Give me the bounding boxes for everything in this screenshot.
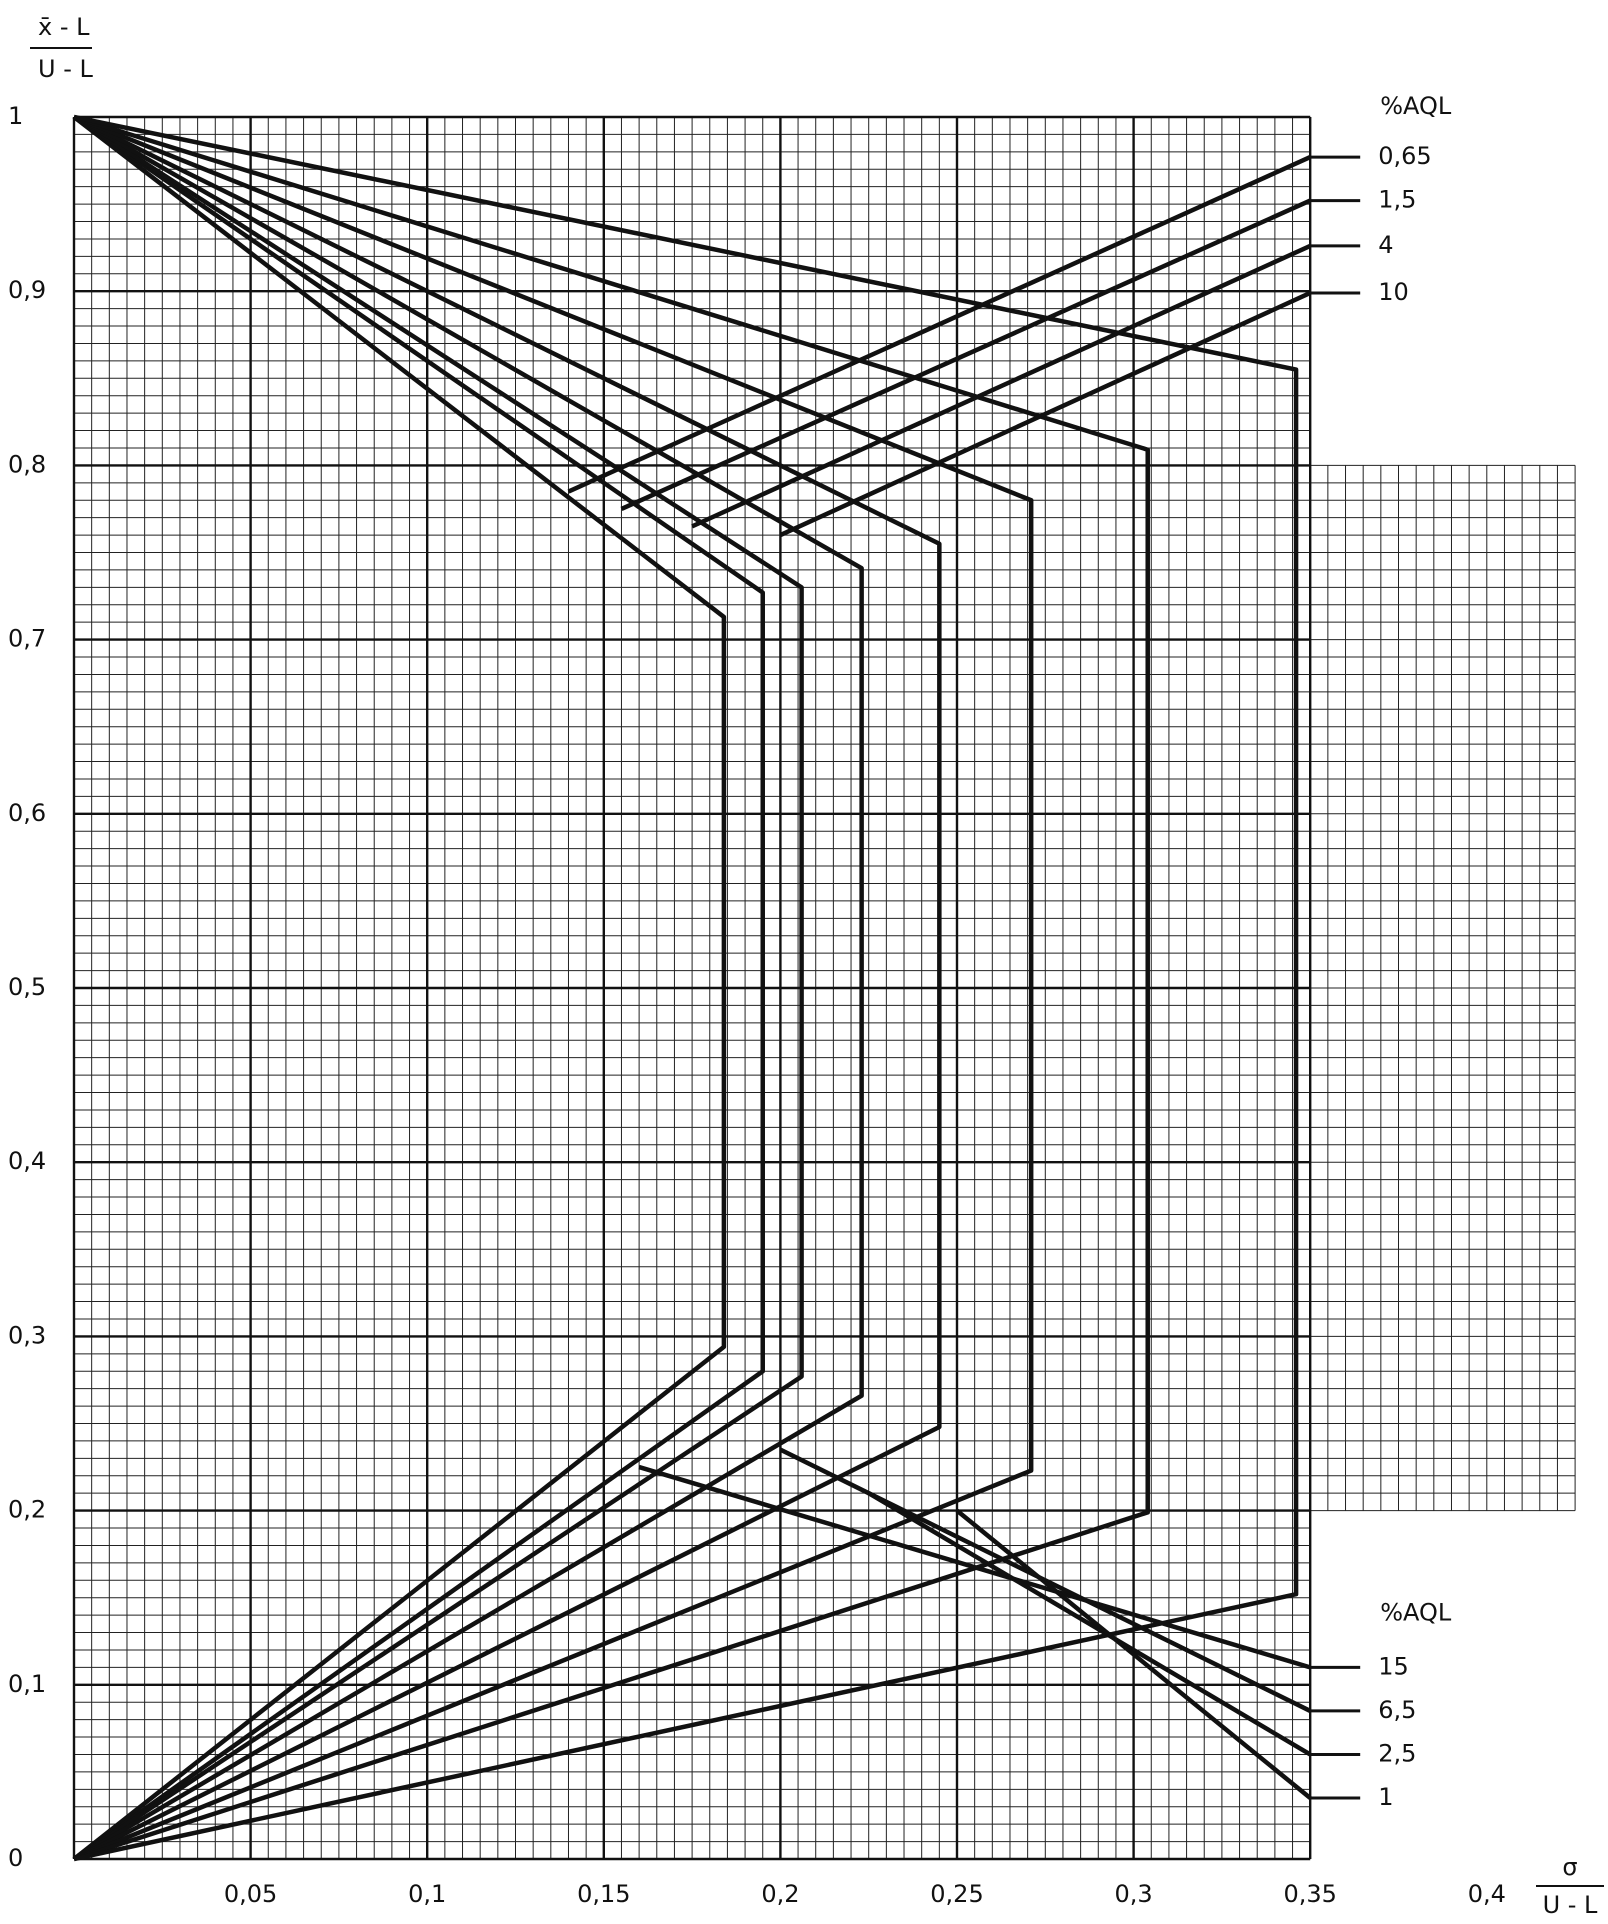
x-tick-label: 0,3 bbox=[1115, 1880, 1153, 1908]
aql-line bbox=[779, 290, 1312, 538]
y-label-denominator: U - L bbox=[38, 55, 93, 83]
y-tick-label: 0,5 bbox=[8, 973, 46, 1001]
x-tick-label: 0,25 bbox=[930, 1880, 983, 1908]
y-tick-label: 0,3 bbox=[8, 1321, 46, 1349]
aql-curve bbox=[73, 114, 1034, 1862]
x-tick-label: 0,05 bbox=[224, 1880, 277, 1908]
y-label-numerator: x̄ - L bbox=[38, 13, 90, 41]
aql-curve bbox=[72, 115, 864, 1861]
y-tick-label: 0,2 bbox=[8, 1496, 46, 1524]
aql-line bbox=[567, 155, 1312, 494]
aql-label: 6,5 bbox=[1378, 1696, 1416, 1724]
y-tick-label: 0,1 bbox=[8, 1670, 46, 1698]
aql-label: 0,65 bbox=[1378, 142, 1431, 170]
aql-line bbox=[638, 1464, 1311, 1670]
aql-line bbox=[955, 1508, 1312, 1800]
x-tick-label: 0,35 bbox=[1283, 1880, 1336, 1908]
aql-curve bbox=[72, 115, 727, 1861]
aql-label: 4 bbox=[1378, 231, 1393, 259]
x-tick-label: 0,4 bbox=[1468, 1880, 1506, 1908]
aql-header: %AQL bbox=[1380, 1598, 1452, 1626]
y-tick-label: 1 bbox=[8, 102, 23, 130]
y-tick-label: 0,6 bbox=[8, 799, 46, 827]
aql-label: 2,5 bbox=[1378, 1739, 1416, 1767]
y-tick-label: 0,9 bbox=[8, 276, 46, 304]
x-tick-label: 0,15 bbox=[577, 1880, 630, 1908]
aql-line bbox=[691, 243, 1312, 529]
aql-label: 10 bbox=[1378, 278, 1409, 306]
aql-label: 15 bbox=[1378, 1652, 1409, 1680]
aql-label: 1 bbox=[1378, 1783, 1393, 1811]
aql-label: 1,5 bbox=[1378, 186, 1416, 214]
y-tick-label: 0,4 bbox=[8, 1147, 46, 1175]
aql-curve bbox=[72, 115, 804, 1861]
aql-line bbox=[620, 198, 1312, 512]
y-tick-label: 0,7 bbox=[8, 625, 46, 653]
x-label-denominator: U - L bbox=[1543, 1891, 1598, 1919]
aql-curve bbox=[73, 114, 1299, 1862]
y-tick-label: 0,8 bbox=[8, 450, 46, 478]
x-tick-label: 0,2 bbox=[761, 1880, 799, 1908]
aql-curve bbox=[72, 114, 942, 1862]
y-tick-label: 0 bbox=[8, 1844, 23, 1872]
aql-curve bbox=[72, 115, 765, 1861]
x-tick-label: 0,1 bbox=[408, 1880, 446, 1908]
aql-line bbox=[867, 1491, 1312, 1757]
aql-header: %AQL bbox=[1380, 92, 1452, 120]
x-label-numerator: σ bbox=[1562, 1853, 1577, 1881]
aql-curve bbox=[73, 114, 1150, 1862]
